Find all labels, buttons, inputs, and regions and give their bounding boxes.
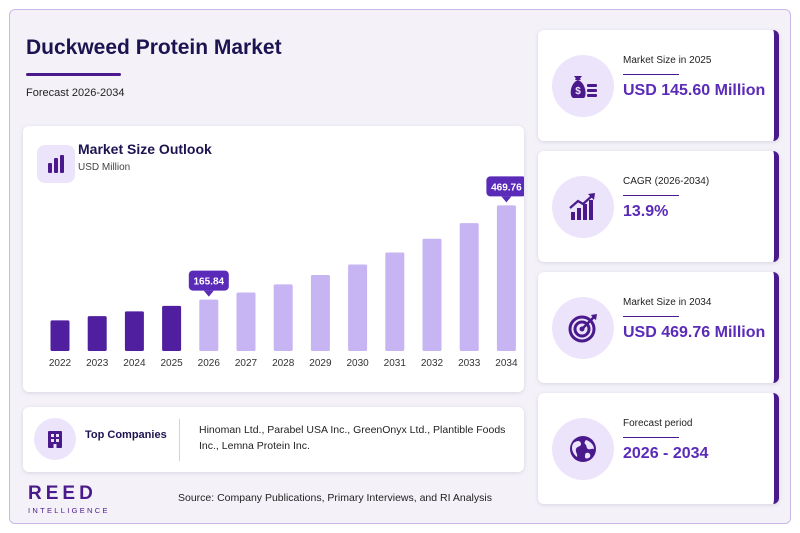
stat-card-forecast-period: Forecast period 2026 - 2034: [538, 393, 779, 504]
bar-2028: [273, 284, 293, 351]
svg-text:$: $: [575, 86, 581, 97]
data-label-2034: 469.76: [486, 176, 524, 203]
stat-value: USD 145.60 Million: [623, 82, 766, 99]
bar-2023: [87, 316, 107, 351]
x-tick-label: 2024: [123, 358, 146, 369]
x-tick-label: 2027: [235, 358, 258, 369]
bar-2034: [496, 205, 516, 351]
chart-unit: USD Million: [78, 162, 131, 173]
stat-label: Forecast period: [623, 418, 693, 429]
page-subtitle: Forecast 2026-2034: [26, 87, 125, 99]
stat-label: Market Size in 2034: [623, 297, 712, 308]
stat-card-cagr: CAGR (2026-2034) 13.9%: [538, 151, 779, 262]
bar-2025: [162, 305, 182, 351]
bar-2024: [124, 311, 144, 351]
x-tick-label: 2026: [198, 358, 221, 369]
stat-rule: [623, 437, 679, 438]
bar-2026: [199, 299, 219, 351]
x-tick-label: 2029: [309, 358, 332, 369]
x-tick-label: 2028: [272, 358, 295, 369]
companies-label: Top Companies: [85, 429, 167, 441]
stat-label: Market Size in 2025: [623, 55, 712, 66]
stat-card-market-2025: $ Market Size in 2025 USD 145.60 Million: [538, 30, 779, 141]
bar-2027: [236, 292, 256, 351]
building-icon: [34, 418, 76, 460]
data-label-text: 165.84: [194, 277, 225, 288]
stat-rule: [623, 74, 679, 75]
companies-list: Hinoman Ltd., Parabel USA Inc., GreenOny…: [199, 424, 506, 452]
title-underline: [26, 73, 121, 76]
logo-sub-text: INTELLIGENCE: [28, 506, 110, 515]
bar-2032: [422, 238, 442, 351]
bar-2033: [459, 223, 479, 351]
stat-value: 13.9%: [623, 203, 669, 220]
x-tick-label: 2031: [384, 358, 407, 369]
stat-card-market-2034: Market Size in 2034 USD 469.76 Million: [538, 272, 779, 383]
stat-value: USD 469.76 Million: [623, 324, 766, 341]
bar-chart-icon: [37, 145, 75, 183]
companies-divider: [179, 419, 180, 461]
bar-2022: [50, 320, 70, 351]
source-note: Source: Company Publications, Primary In…: [178, 492, 492, 504]
brand-logo: REED INTELLIGENCE: [28, 483, 124, 515]
companies-card: Top Companies Hinoman Ltd., Parabel USA …: [23, 407, 524, 472]
stat-value: 2026 - 2034: [623, 445, 709, 462]
x-tick-label: 2025: [160, 358, 183, 369]
stat-label: CAGR (2026-2034): [623, 176, 710, 187]
x-tick-label: 2022: [49, 358, 72, 369]
data-label-2026: 165.84: [188, 270, 229, 297]
chart-title: Market Size Outlook: [78, 141, 212, 157]
x-tick-label: 2030: [346, 358, 369, 369]
target-icon: [552, 297, 614, 359]
chart-card: Market Size Outlook USD Million 2022 2023…: [23, 126, 524, 392]
logo-main-text: REED: [28, 483, 97, 504]
globe-icon: [552, 418, 614, 480]
bar-2029: [310, 275, 330, 351]
stat-rule: [623, 195, 679, 196]
bar-chart: 2022 2023 2024 2025 2026 2027 2028 2029 2030 2031…: [49, 176, 524, 369]
page-title: Duckweed Protein Market: [26, 36, 282, 59]
x-tick-label: 2034: [495, 358, 518, 369]
x-tick-label: 2033: [458, 358, 481, 369]
bar-2031: [385, 252, 405, 351]
data-label-text: 469.76: [491, 182, 522, 193]
bar-2030: [348, 264, 368, 351]
x-tick-label: 2023: [86, 358, 109, 369]
x-tick-label: 2032: [421, 358, 444, 369]
growth-chart-icon: [552, 176, 614, 238]
money-bag-icon: $: [552, 55, 614, 117]
stat-rule: [623, 316, 679, 317]
